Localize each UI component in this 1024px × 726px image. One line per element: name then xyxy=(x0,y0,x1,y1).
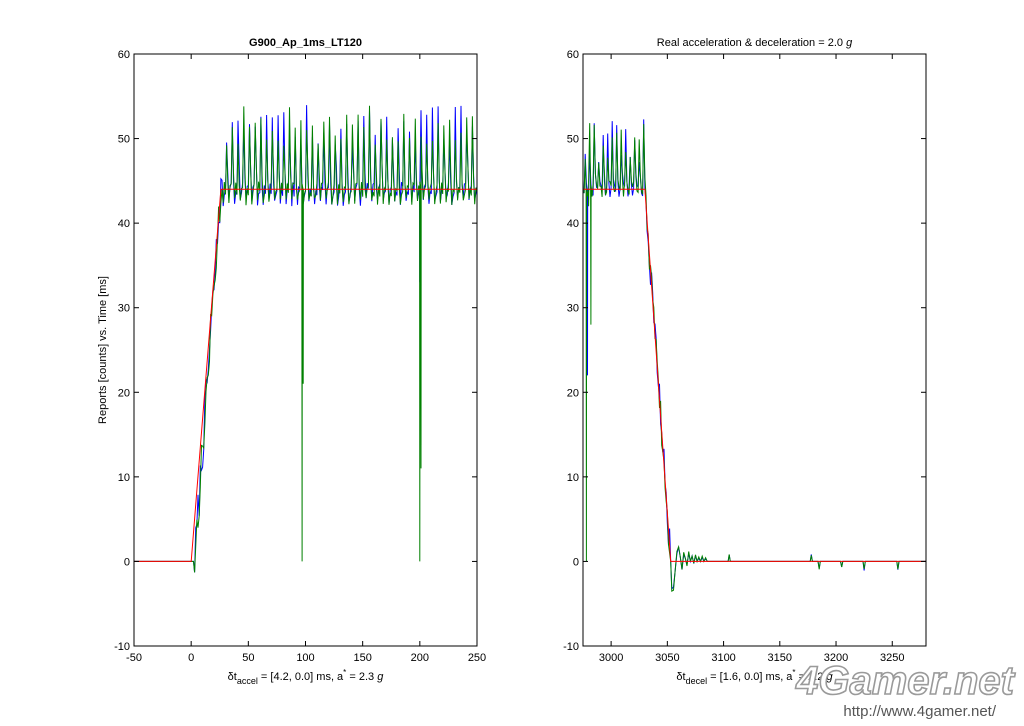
title-unit: g xyxy=(846,37,853,49)
x-tick-label: 3150 xyxy=(768,652,792,664)
x-tick-label: 0 xyxy=(188,652,194,664)
y-axis-label: Reports [counts] vs. Time [ms] xyxy=(97,276,109,424)
axes-box xyxy=(133,53,478,647)
right-chart-panel: 3000 3050 3100 3150 3200 3250 -10 0 10 20 30 40 50 60… xyxy=(563,37,927,686)
x-tick-label: 3100 xyxy=(711,652,735,664)
x-tick-label: 200 xyxy=(411,652,429,664)
watermark-logo: 4Gamer.net xyxy=(795,659,1016,703)
y-tick-label: 50 xyxy=(567,134,579,146)
watermark-url: http://www.4gamer.net/ xyxy=(843,703,996,720)
x-tick-label: 50 xyxy=(242,652,254,664)
y-tick-label: 30 xyxy=(118,303,130,315)
x-label-suffix: = 2.2 xyxy=(796,671,827,683)
chart-title: G900_Ap_1ms_LT120 xyxy=(249,37,362,49)
series-line xyxy=(583,123,926,593)
x-tick-label: 3000 xyxy=(599,652,623,664)
x-tick-label: 100 xyxy=(296,652,314,664)
left-chart-panel: -50 0 50 100 150 200 250 -10 0 10 20 30 40 50 60 G900_A… xyxy=(97,37,486,686)
x-tick-label: 150 xyxy=(353,652,371,664)
series-line xyxy=(134,188,477,562)
y-tick-label: 20 xyxy=(118,387,130,399)
y-tick-label: 40 xyxy=(118,218,130,230)
x-tick-label: 3050 xyxy=(655,652,679,664)
x-tick-label: 3200 xyxy=(824,652,848,664)
axes-box xyxy=(582,53,927,647)
y-tick-label: 60 xyxy=(567,49,579,61)
x-label-sub: decel xyxy=(686,676,708,686)
x-axis-label: δtaccel = [4.2, 0.0] ms, a* = 2.3 g xyxy=(228,668,385,686)
x-label-unit: g xyxy=(377,671,384,683)
x-label-suffix: = 2.3 xyxy=(346,671,377,683)
plot-area xyxy=(134,105,477,573)
y-tick-label: 10 xyxy=(567,472,579,484)
x-label-unit: g xyxy=(826,671,833,683)
y-tick-label: 60 xyxy=(118,49,130,61)
x-label-sup: * xyxy=(792,668,795,677)
y-tick-label: -10 xyxy=(563,641,579,653)
y-tick-label: 10 xyxy=(118,472,130,484)
chart-title: Real acceleration & deceleration = 2.0 g xyxy=(657,37,853,49)
x-label-mid: = [1.6, 0.0] ms, a xyxy=(707,671,793,683)
y-tick-label: 40 xyxy=(567,218,579,230)
y-tick-label: 30 xyxy=(567,303,579,315)
watermark: 4Gamer.net http://www.4gamer.net/ xyxy=(794,658,1016,720)
x-label-sup: * xyxy=(343,668,346,677)
series-line xyxy=(583,188,926,562)
y-tick-label: 0 xyxy=(124,556,130,568)
plot-area xyxy=(583,119,926,593)
x-tick-label: 3250 xyxy=(880,652,904,664)
y-tick-label: 20 xyxy=(567,387,579,399)
y-tick-label: 0 xyxy=(573,556,579,568)
x-label-sub: accel xyxy=(237,676,258,686)
x-label-mid: = [4.2, 0.0] ms, a xyxy=(258,671,344,683)
y-tick-label: -10 xyxy=(114,641,130,653)
x-tick-label: 250 xyxy=(468,652,486,664)
x-tick-label: -50 xyxy=(126,652,142,664)
y-tick-label: 50 xyxy=(118,134,130,146)
series-line xyxy=(134,105,477,573)
